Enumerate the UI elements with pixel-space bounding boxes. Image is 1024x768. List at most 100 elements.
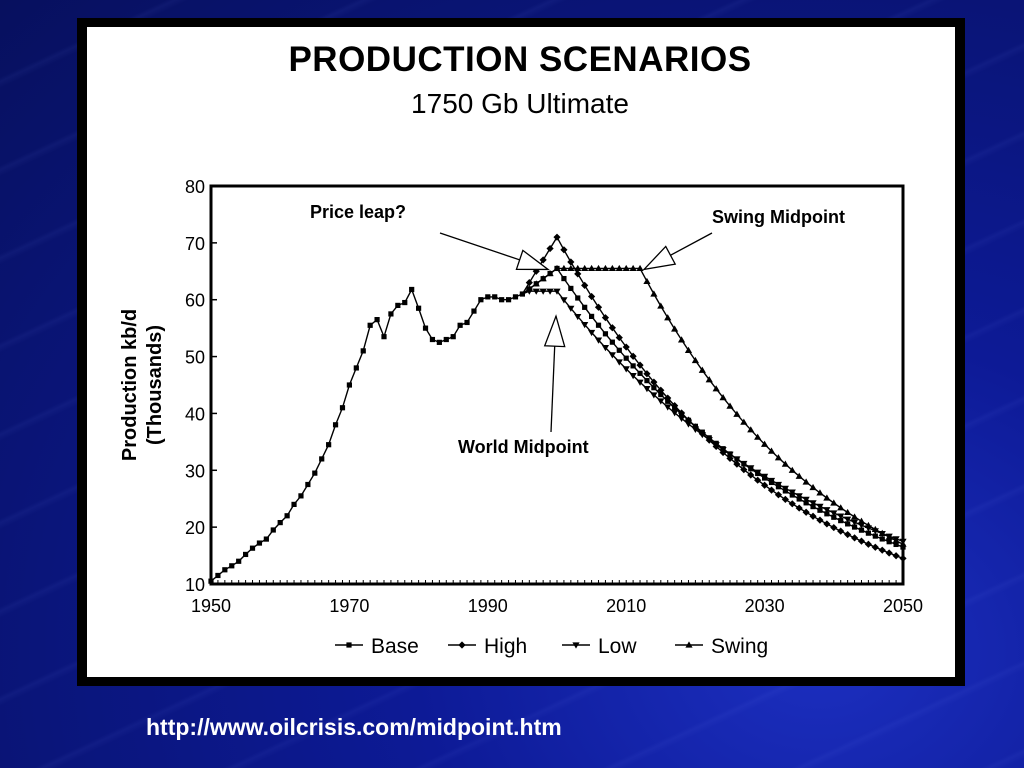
series-line-base (210, 267, 904, 582)
series-point-high (733, 460, 741, 468)
series-point-base (339, 405, 346, 411)
chart-title: PRODUCTION SCENARIOS (288, 40, 752, 79)
series-point-low (594, 337, 603, 344)
series-point-swing (712, 385, 720, 392)
series-point-base (900, 544, 906, 550)
series-point-high (664, 394, 672, 402)
series-point-high (740, 466, 748, 474)
series-line-high (521, 235, 904, 560)
series-point-low (788, 489, 796, 496)
series-point-base (824, 511, 830, 517)
series-point-low (823, 507, 831, 514)
series-point-high (767, 486, 776, 494)
legend-label-base: Base (371, 635, 419, 658)
series-point-low (574, 313, 582, 321)
y-tick-label: 70 (185, 234, 205, 254)
series-point-base (388, 311, 394, 317)
series-point-high (594, 303, 603, 311)
series-point-base (402, 299, 408, 306)
series-point-low (754, 469, 762, 476)
series-line-low (522, 290, 904, 543)
annotation-price-leap-arrow-head (515, 249, 551, 271)
series-point-base (346, 382, 352, 388)
series-point-low (588, 329, 596, 337)
series-point-low (761, 473, 769, 480)
series-point-base (609, 339, 615, 345)
series-point-swing (857, 517, 866, 524)
series-point-low (802, 496, 810, 503)
series-point-low (560, 297, 568, 304)
series-point-swing (754, 433, 762, 440)
series-point-swing (636, 264, 644, 272)
series-point-base (381, 334, 387, 340)
series-point-base (374, 317, 380, 323)
series-point-base (492, 294, 498, 300)
series-point-high (892, 552, 900, 560)
figure-panel (87, 27, 955, 677)
series-point-swing (657, 302, 665, 309)
series-point-swing (560, 264, 568, 272)
series-point-high (601, 314, 610, 322)
series-point-base (893, 541, 899, 548)
series-point-low (837, 513, 845, 520)
y-axis-label-units: (Thousands) (144, 325, 166, 445)
series-point-swing (823, 494, 831, 501)
x-tick-label: 2010 (606, 596, 646, 616)
series-point-swing (781, 460, 789, 467)
series-point-high (864, 540, 872, 548)
series-point-high (885, 549, 893, 557)
series-point-base (845, 521, 851, 527)
legend-marker-high (458, 641, 466, 649)
series-point-base (416, 305, 422, 311)
series-point-swing (643, 277, 651, 285)
y-tick-label: 20 (185, 518, 205, 538)
series-point-low (691, 426, 699, 433)
series-point-low (767, 477, 776, 485)
series-point-base (429, 336, 436, 343)
series-point-swing (691, 356, 699, 364)
series-point-swing (581, 264, 589, 272)
series-point-base (568, 285, 574, 292)
series-point-low (664, 404, 672, 411)
series-point-low (747, 465, 755, 472)
series-point-base (512, 294, 519, 300)
series-point-base (332, 422, 339, 428)
series-point-low (830, 510, 838, 517)
series-point-low (657, 398, 665, 405)
series-point-high (622, 343, 630, 351)
series-point-swing (594, 264, 603, 272)
series-point-swing (837, 504, 845, 511)
series-point-swing (726, 402, 734, 409)
series-point-base (443, 336, 449, 343)
series-point-high (650, 378, 658, 386)
series-point-base (312, 470, 318, 476)
annotation-world-midpoint: World Midpoint (458, 437, 589, 457)
series-point-low (671, 410, 679, 417)
series-point-high (726, 454, 734, 463)
series-point-base (436, 339, 442, 345)
series-point-base (319, 456, 325, 462)
series-point-high (830, 523, 838, 532)
series-point-base (298, 493, 304, 499)
series-point-high (615, 333, 623, 342)
series-point-swing (788, 466, 796, 473)
series-point-base (623, 355, 629, 361)
series-point-base (595, 322, 602, 328)
series-point-base (208, 578, 214, 584)
series-point-swing (539, 275, 547, 282)
series-point-base (589, 313, 595, 320)
series-point-swing (622, 264, 630, 272)
series-point-low (857, 522, 866, 529)
series-point-high (671, 402, 679, 410)
series-point-low (726, 451, 734, 458)
source-url[interactable]: http://www.oilcrisis.com/midpoint.htm (146, 714, 562, 740)
series-point-swing (899, 540, 907, 547)
series-point-high (871, 543, 879, 551)
series-point-swing (574, 264, 582, 272)
series-point-high (608, 324, 616, 332)
series-point-base (879, 536, 885, 542)
series-point-base (353, 365, 359, 371)
series-point-low (643, 386, 651, 393)
y-tick-label: 80 (185, 177, 205, 197)
series-point-high (560, 246, 568, 254)
